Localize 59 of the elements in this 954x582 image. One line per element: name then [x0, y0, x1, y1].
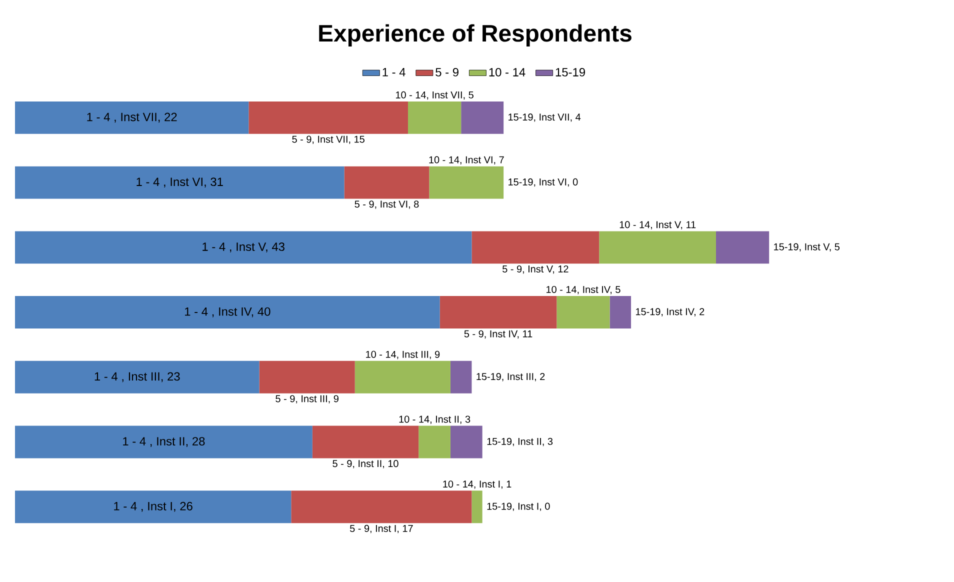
data-label: 1 - 4 , Inst V, 43	[202, 242, 284, 252]
data-label: 5 - 9, Inst I, 17	[350, 524, 413, 534]
bar	[429, 166, 504, 199]
legend-label: 1 - 4	[382, 68, 406, 76]
data-label: 5 - 9, Inst IV, 11	[464, 330, 532, 339]
data-label: 1 - 4 , Inst II, 28	[123, 437, 205, 447]
bar	[450, 426, 482, 458]
data-label: 1 - 4 , Inst IV, 40	[185, 307, 270, 318]
data-label: 10 - 14, Inst II, 3	[399, 416, 470, 424]
bar	[450, 360, 472, 394]
data-label: 15-19, Inst VI, 0	[508, 178, 578, 187]
data-label: 5 - 9, Inst VI, 8	[354, 200, 419, 209]
bar	[15, 426, 312, 458]
bar	[15, 360, 260, 394]
data-label: 1 - 4 , Inst III, 23	[94, 372, 180, 382]
data-label: 1 - 4 , Inst VII, 22	[87, 112, 177, 123]
bar	[15, 231, 472, 264]
data-label: 5 - 9, Inst II, 10	[332, 460, 398, 468]
data-label: 10 - 14, Inst III, 9	[366, 350, 440, 360]
legend-label: 5 - 9	[436, 68, 458, 76]
bar	[408, 101, 462, 134]
bar	[472, 231, 600, 264]
legend-label: 10 - 14	[489, 68, 526, 76]
data-label: 10 - 14, Inst I, 1	[443, 480, 512, 489]
bar	[599, 231, 716, 264]
bar	[344, 166, 430, 199]
bar	[312, 426, 419, 458]
bar	[418, 426, 450, 458]
data-label: 10 - 14, Inst VII, 5	[396, 91, 474, 100]
data-label: 15-19, Inst I, 0	[487, 502, 550, 511]
bar	[440, 296, 557, 328]
bar	[472, 490, 482, 524]
bar	[291, 490, 472, 524]
bar	[259, 360, 355, 394]
data-label: 5 - 9, Inst VII, 15	[292, 136, 364, 144]
bar	[248, 101, 408, 134]
bar	[15, 101, 249, 134]
bar	[15, 166, 344, 199]
bar	[716, 231, 770, 264]
data-label: 1 - 4 , Inst VI, 31	[136, 178, 223, 188]
data-label: 5 - 9, Inst III, 9	[276, 395, 338, 404]
bar	[461, 101, 504, 134]
bar	[15, 296, 440, 328]
data-label: 15-19, Inst III, 2	[476, 373, 545, 382]
data-label: 10 - 14, Inst V, 11	[620, 221, 696, 230]
data-label: 15-19, Inst II, 3	[487, 438, 553, 446]
bar	[354, 360, 450, 394]
bar	[610, 296, 632, 328]
bar	[15, 490, 292, 524]
data-label: 15-19, Inst IV, 2	[636, 308, 704, 316]
data-label: 15-19, Inst V, 5	[774, 243, 840, 252]
data-label: 10 - 14, Inst IV, 5	[546, 286, 620, 294]
data-label: 1 - 4 , Inst I, 26	[114, 502, 192, 512]
data-label: 15-19, Inst VII, 4	[508, 114, 581, 122]
legend-label: 15-19	[556, 68, 585, 76]
data-label: 5 - 9, Inst V, 12	[502, 265, 568, 274]
data-label: 10 - 14, Inst VI, 7	[429, 156, 504, 164]
bar	[556, 296, 610, 328]
chart-title: Experience of Respondents	[319, 24, 632, 47]
